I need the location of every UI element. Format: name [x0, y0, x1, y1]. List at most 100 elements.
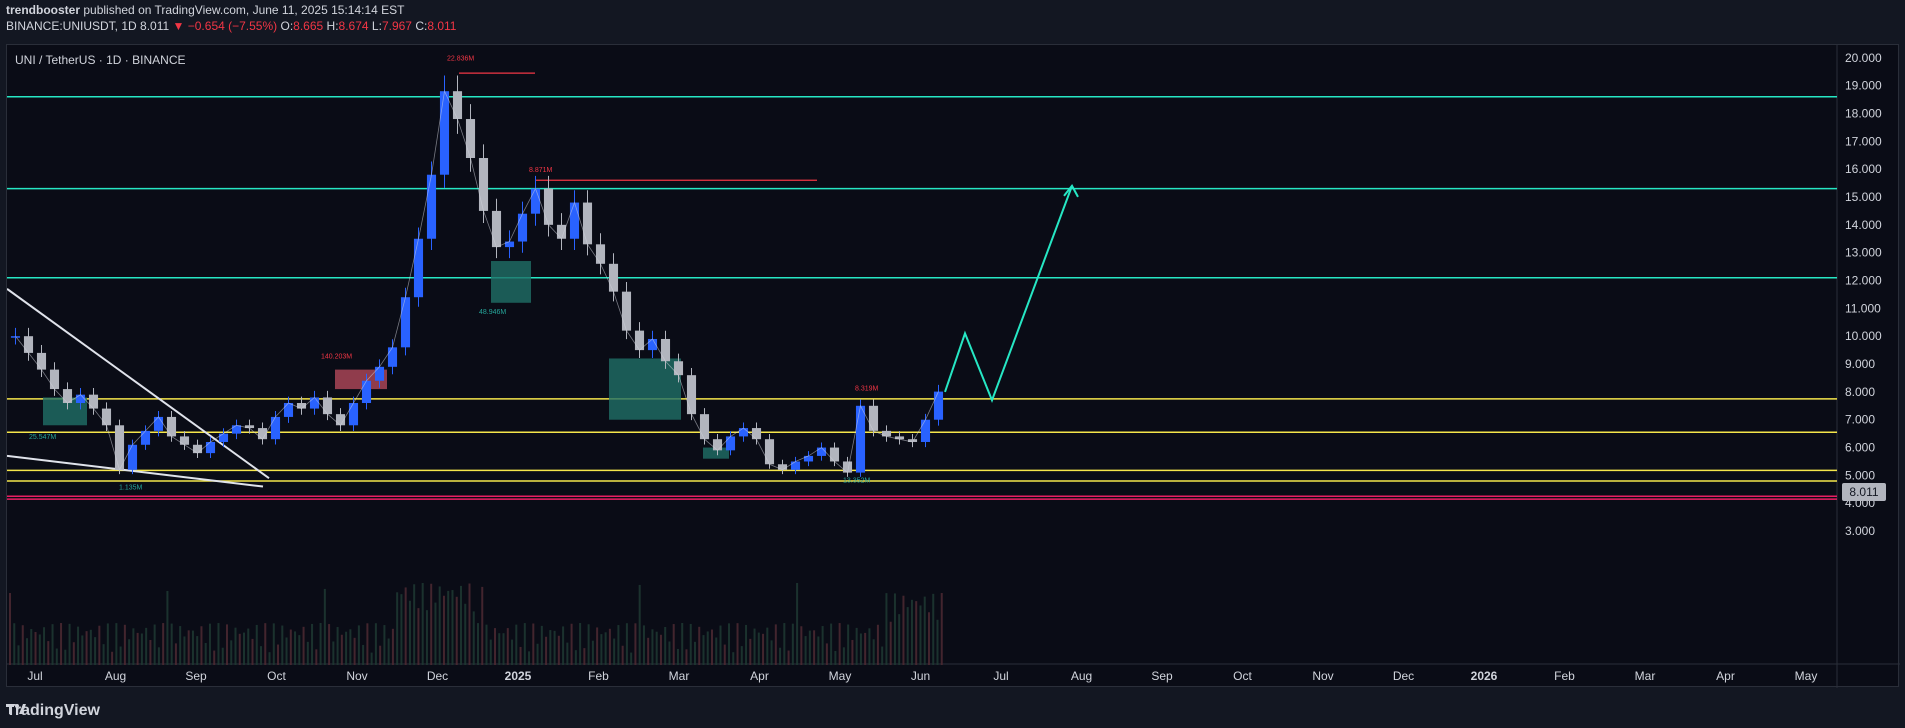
volume-bar [885, 593, 888, 665]
volume-bar [791, 623, 794, 665]
volume-bar [728, 623, 731, 665]
volume-bar [400, 594, 403, 665]
candle-body [439, 91, 450, 175]
volume-bar [783, 623, 786, 665]
volume-bar [638, 584, 641, 665]
volume-bar [149, 639, 152, 665]
x-tick-label: Aug [1071, 669, 1092, 683]
volume-bar [340, 634, 343, 665]
volume-bar [881, 646, 884, 665]
volume-bar [668, 641, 671, 665]
last-price: 8.011 [140, 19, 170, 33]
volume-bar [102, 644, 105, 665]
candle-body [582, 202, 593, 245]
volume-bar [655, 631, 658, 665]
volume-bar [255, 624, 258, 665]
candle-body [803, 455, 814, 462]
publisher-name[interactable]: trendbooster [6, 3, 81, 17]
x-tick-label: Jul [993, 669, 1008, 683]
candle-body [725, 436, 736, 451]
candle-body [192, 444, 203, 454]
volume-bar [438, 586, 441, 665]
candle-body [62, 389, 73, 404]
volume-bar [298, 635, 301, 665]
volume-bar [94, 637, 97, 665]
volume-bar [804, 636, 807, 665]
volume-bar [43, 627, 46, 665]
volume-bar [723, 644, 726, 665]
tradingview-brand[interactable]: TradingView [6, 702, 100, 720]
volume-bar [136, 632, 139, 665]
y-tick-label: 19.000 [1845, 79, 1882, 93]
volume-bar [583, 648, 586, 665]
volume-bar [115, 623, 118, 665]
candle-body [36, 352, 47, 370]
volume-bar [243, 632, 245, 665]
volume-bar [47, 641, 50, 665]
volume-bar [523, 623, 526, 665]
volume-bar [536, 643, 539, 665]
candle-body [426, 174, 437, 239]
volume-bar [77, 626, 80, 665]
volume-bar [72, 642, 75, 665]
volume-bar [634, 623, 637, 665]
price-chart[interactable]: 20.000 19.000 18.000 17.000 16.000 15.000 14.0… [7, 45, 1900, 688]
candle-body [751, 428, 762, 440]
volume-annotation: 13.352M [843, 477, 870, 484]
supply-zone [335, 369, 387, 390]
volume-bar [625, 623, 628, 665]
candle-body [764, 439, 775, 465]
volume-bar [685, 649, 688, 665]
volume-bar [345, 631, 348, 665]
volume-bar [494, 628, 497, 665]
volume-bar [379, 645, 382, 665]
candle-body [49, 369, 60, 390]
candle-body [283, 403, 294, 417]
volume-bar [204, 643, 207, 665]
volume-bar [736, 623, 739, 665]
volume-bar [430, 583, 433, 665]
x-tick-label: Feb [588, 669, 609, 683]
candle-body [478, 158, 489, 211]
x-tick-label: 2026 [1471, 669, 1498, 683]
volume-bar [621, 645, 624, 665]
volume-bar [630, 652, 633, 665]
volume-bar [498, 633, 501, 665]
volume-bar [830, 623, 833, 665]
x-tick-label: Jun [911, 669, 930, 683]
volume-bar [396, 592, 399, 665]
volume-bar [145, 627, 148, 665]
volume-bar [855, 627, 858, 665]
candle-body [127, 444, 138, 470]
volume-bar [570, 623, 573, 665]
volume-bar [260, 646, 263, 665]
chart-frame: UNI / TetherUS · 1D · BINANCE 20.000 19.0… [0, 34, 1905, 694]
volume-bar [753, 628, 756, 665]
candle-body [686, 375, 697, 415]
x-tick-label: Jul [27, 669, 42, 683]
volume-bar [800, 626, 803, 665]
volume-bar [672, 624, 675, 665]
candle-body [387, 347, 398, 367]
chart-pane[interactable]: UNI / TetherUS · 1D · BINANCE 20.000 19.0… [6, 44, 1900, 688]
low-value: 7.967 [381, 19, 412, 33]
price-path [15, 89, 939, 474]
volume-bar [323, 588, 326, 665]
volume-bar [213, 650, 216, 665]
volume-bar [732, 652, 735, 665]
volume-bar [230, 640, 233, 665]
volume-bar [362, 644, 365, 665]
y-tick-label: 16.000 [1845, 162, 1882, 176]
volume-bar [217, 623, 220, 665]
volume-bar [579, 623, 582, 665]
volume-annotation: 25.547M [29, 434, 56, 441]
candle-body [140, 430, 151, 445]
volume-annotation: 48.946M [479, 309, 506, 316]
volume-bar [357, 625, 360, 665]
volume-bar [898, 614, 901, 665]
volume-bar [64, 649, 67, 665]
volume-bar [868, 628, 871, 665]
x-tick-label: Sep [1151, 669, 1173, 683]
volume-bar [693, 641, 696, 665]
candle-body [335, 414, 346, 426]
